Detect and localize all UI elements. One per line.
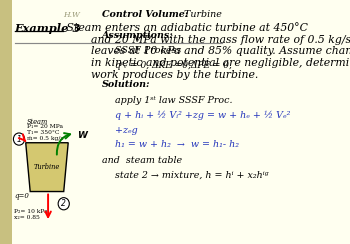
Text: and  steam table: and steam table xyxy=(102,156,182,165)
Text: Control Volume:: Control Volume: xyxy=(102,10,188,19)
Text: Steam: Steam xyxy=(27,118,48,126)
Text: Solution:: Solution: xyxy=(102,80,150,89)
Text: +zₑg: +zₑg xyxy=(115,126,138,135)
Text: work produces by the turbine.: work produces by the turbine. xyxy=(63,70,259,80)
Text: H.W: H.W xyxy=(63,11,79,19)
Polygon shape xyxy=(26,143,68,192)
Bar xyxy=(0,0,12,244)
Text: q + hᵢ + ½ Vᵢ² +zg = w + hₑ + ½ Vₑ²: q + hᵢ + ½ Vᵢ² +zg = w + hₑ + ½ Vₑ² xyxy=(115,111,290,120)
Text: and 20 MPa with the mass flow rate of 0.5 kg/s and: and 20 MPa with the mass flow rate of 0.… xyxy=(63,35,350,45)
Text: q=0: q=0 xyxy=(14,192,29,200)
Text: P₁= 20 MPa: P₁= 20 MPa xyxy=(27,124,63,129)
Text: apply 1ˢᵗ law SSSF Proc.: apply 1ˢᵗ law SSSF Proc. xyxy=(115,96,233,105)
Text: Turbine: Turbine xyxy=(178,10,222,19)
Text: Turbine: Turbine xyxy=(34,163,60,171)
Text: Example 3: Example 3 xyxy=(15,23,81,34)
Text: 1: 1 xyxy=(16,135,21,143)
Text: SSSF Process: SSSF Process xyxy=(115,46,181,55)
Text: leaves at 10 kPa and 85% quality. Assume changes: leaves at 10 kPa and 85% quality. Assume… xyxy=(63,46,350,56)
Text: x₂= 0.85: x₂= 0.85 xyxy=(14,215,40,220)
Text: 2: 2 xyxy=(61,199,66,208)
Text: state 2 → mixture, h = hⁱ + x₂hⁱᵍ: state 2 → mixture, h = hⁱ + x₂hⁱᵍ xyxy=(115,171,268,180)
Text: P₂= 10 kPa: P₂= 10 kPa xyxy=(14,209,48,214)
Text: Steam enters an adiabatic turbine at 450°C: Steam enters an adiabatic turbine at 450… xyxy=(63,23,308,33)
Circle shape xyxy=(13,133,24,145)
Text: W: W xyxy=(77,131,87,140)
Text: in kinetic and potential are negligible, determine the: in kinetic and potential are negligible,… xyxy=(63,58,350,68)
Text: qᶜᵥ = 0, ΔKE =0,ΔPE = 0,: qᶜᵥ = 0, ΔKE =0,ΔPE = 0, xyxy=(115,61,232,71)
Text: Assumptions:: Assumptions: xyxy=(102,30,174,40)
Text: h₁ = w + h₂  →  w = h₁- h₂: h₁ = w + h₂ → w = h₁- h₂ xyxy=(115,140,239,149)
Text: T₁= 350°C: T₁= 350°C xyxy=(27,130,60,135)
Text: ṁ= 0.5 kg/s: ṁ= 0.5 kg/s xyxy=(27,136,63,141)
Circle shape xyxy=(58,198,69,210)
